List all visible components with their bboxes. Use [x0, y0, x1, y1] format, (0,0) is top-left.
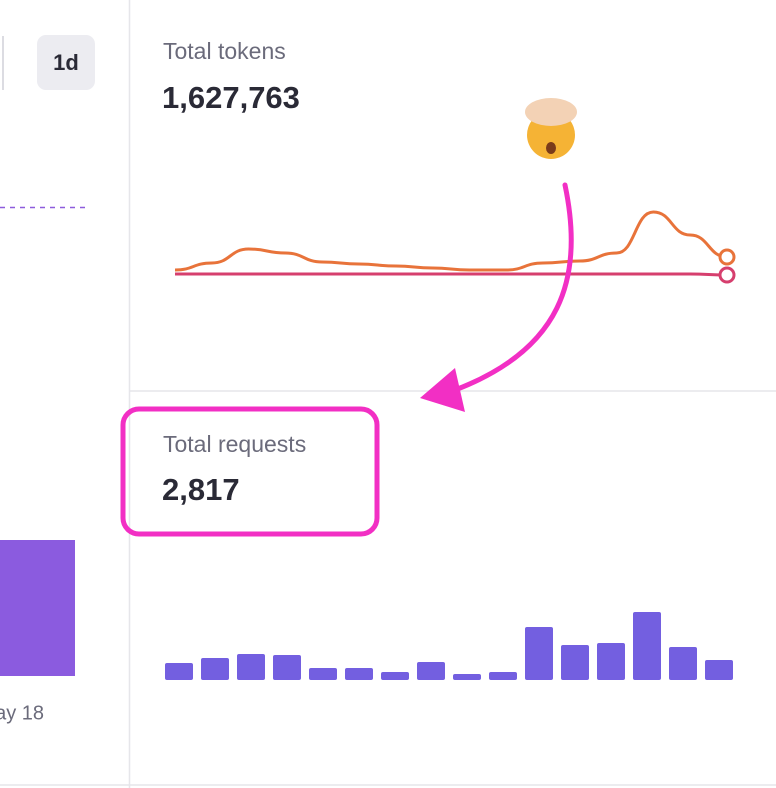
- bar: [273, 655, 301, 680]
- sparkline: [174, 210, 728, 272]
- bar: [669, 647, 697, 680]
- bar: [489, 672, 517, 680]
- bar: [525, 627, 553, 680]
- card-value: 2,817: [162, 472, 240, 507]
- tokens-sparkline: [174, 210, 736, 284]
- annotation-box: [120, 406, 380, 537]
- bar: [597, 643, 625, 680]
- end-point: [718, 248, 736, 266]
- bar: [165, 663, 193, 680]
- card-title: Total tokens: [163, 38, 286, 64]
- annotation-arrow: [452, 182, 574, 393]
- bar: [417, 662, 445, 680]
- bar: [309, 668, 337, 680]
- requests-bars: [165, 612, 733, 680]
- range-button-label[interactable]: 1d: [53, 50, 79, 75]
- bar: [705, 660, 733, 680]
- bar: [633, 612, 661, 680]
- bar: [561, 645, 589, 680]
- card-title: Total requests: [163, 431, 306, 457]
- bar: [381, 672, 409, 680]
- range-button[interactable]: [37, 35, 95, 90]
- bar: [453, 674, 481, 680]
- card-value: 1,627,763: [162, 80, 300, 115]
- annotation-arrowhead: [420, 368, 465, 412]
- emoji-mouth: [546, 142, 556, 154]
- emoji: [525, 98, 577, 159]
- bar: [237, 654, 265, 680]
- bar: [0, 540, 75, 676]
- bar: [345, 668, 373, 680]
- sparkline: [174, 272, 728, 277]
- date-label: May 18: [0, 702, 44, 724]
- end-point: [718, 266, 736, 284]
- bar: [201, 658, 229, 680]
- emoji-explosion: [525, 98, 577, 126]
